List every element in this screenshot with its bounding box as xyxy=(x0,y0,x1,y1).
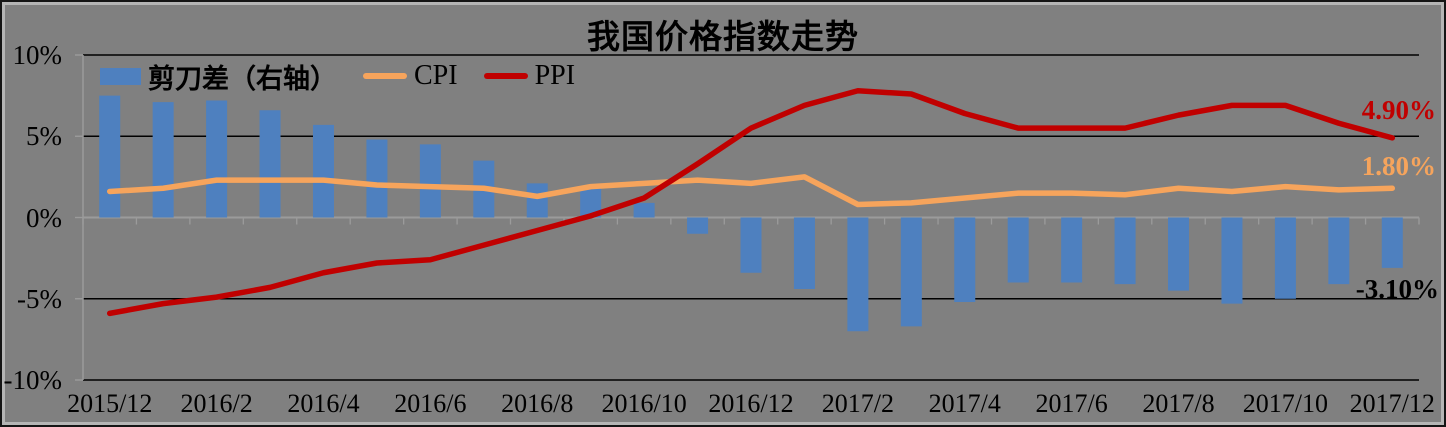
scissors-gap-bar xyxy=(633,202,655,218)
x-axis-label: 2016/8 xyxy=(501,389,574,418)
ppi-line xyxy=(106,88,1396,317)
scissors-gap-bar xyxy=(99,95,121,218)
y-axis-label: -5% xyxy=(17,283,62,314)
scissors-gap-bar xyxy=(366,139,388,218)
y-axis-label: -10% xyxy=(3,365,62,395)
scissors-gap-bar xyxy=(954,217,976,302)
x-axis-label: 2016/10 xyxy=(601,389,687,418)
scissors-gap-bar xyxy=(580,188,602,218)
y-axis-label: 5% xyxy=(26,121,62,152)
cpi-end-value-label: 1.80% xyxy=(1361,151,1436,181)
x-axis-label: 2017/12 xyxy=(1349,389,1435,418)
scissors-gap-bar xyxy=(206,100,228,218)
scissors-gap-bar xyxy=(793,217,815,289)
legend-label-cpi: CPI xyxy=(414,60,458,91)
y-axis: 10% 5% 0% -5% -10% xyxy=(2,2,63,425)
scissors-gap-bar xyxy=(1221,217,1243,304)
scissors-gap-bar xyxy=(1061,217,1083,283)
legend: 剪刀差（右轴） CPI PPI xyxy=(100,58,575,94)
legend-item-cpi[interactable]: CPI xyxy=(363,60,458,92)
scissors-gap-bar xyxy=(312,124,334,218)
x-axis-label: 2017/6 xyxy=(1035,389,1108,418)
scissors-gap-bar xyxy=(259,110,281,218)
chart-title: 我国价格指数走势 xyxy=(587,20,859,56)
x-axis-label: 2017/10 xyxy=(1242,389,1328,418)
legend-item-scissors-gap[interactable]: 剪刀差（右轴） xyxy=(100,57,337,96)
scissors-gap-bar xyxy=(1168,217,1190,291)
x-axis-label: 2017/8 xyxy=(1142,389,1215,418)
scissors-gap-bar xyxy=(687,217,709,234)
x-axis-label: 2017/4 xyxy=(928,389,1001,418)
x-axis-label: 2015/12 xyxy=(67,389,153,418)
x-axis-label: 2016/2 xyxy=(180,389,253,418)
scissors-gap-bar xyxy=(1381,217,1403,268)
scissors-gap-bar xyxy=(740,217,762,273)
legend-item-ppi[interactable]: PPI xyxy=(483,60,576,92)
x-axis-label: 2016/6 xyxy=(394,389,467,418)
scissors-gap-bar xyxy=(1328,217,1350,285)
legend-label-ppi: PPI xyxy=(534,60,576,91)
ppi-end-value-label: 4.90% xyxy=(1361,95,1436,125)
y-axis-label: 10% xyxy=(12,40,63,70)
x-axis-label: 2017/2 xyxy=(821,389,894,418)
scissors-gap-bar xyxy=(526,183,548,218)
scissors-gap-bar xyxy=(900,217,922,327)
legend-label-scissors-gap: 剪刀差（右轴） xyxy=(148,63,337,94)
scissors-gap-bar xyxy=(419,144,441,218)
cpi-line xyxy=(106,174,1396,208)
y-axis-label: 0% xyxy=(26,202,62,233)
cpi-line-swatch-icon xyxy=(363,73,407,79)
scissors-gap-bar xyxy=(1274,217,1296,299)
x-axis-label: 2016/4 xyxy=(287,389,360,418)
scissors-gap-bar xyxy=(1007,217,1029,283)
x-axis-label: 2016/12 xyxy=(708,389,794,418)
scissors-gap-end-value-label: -3.10% xyxy=(1355,274,1439,304)
scissors-gap-bar xyxy=(847,217,869,332)
ppi-line-swatch-icon xyxy=(483,73,528,79)
bar-series-swatch-icon xyxy=(100,67,141,85)
scissors-gap-bar xyxy=(1114,217,1136,285)
